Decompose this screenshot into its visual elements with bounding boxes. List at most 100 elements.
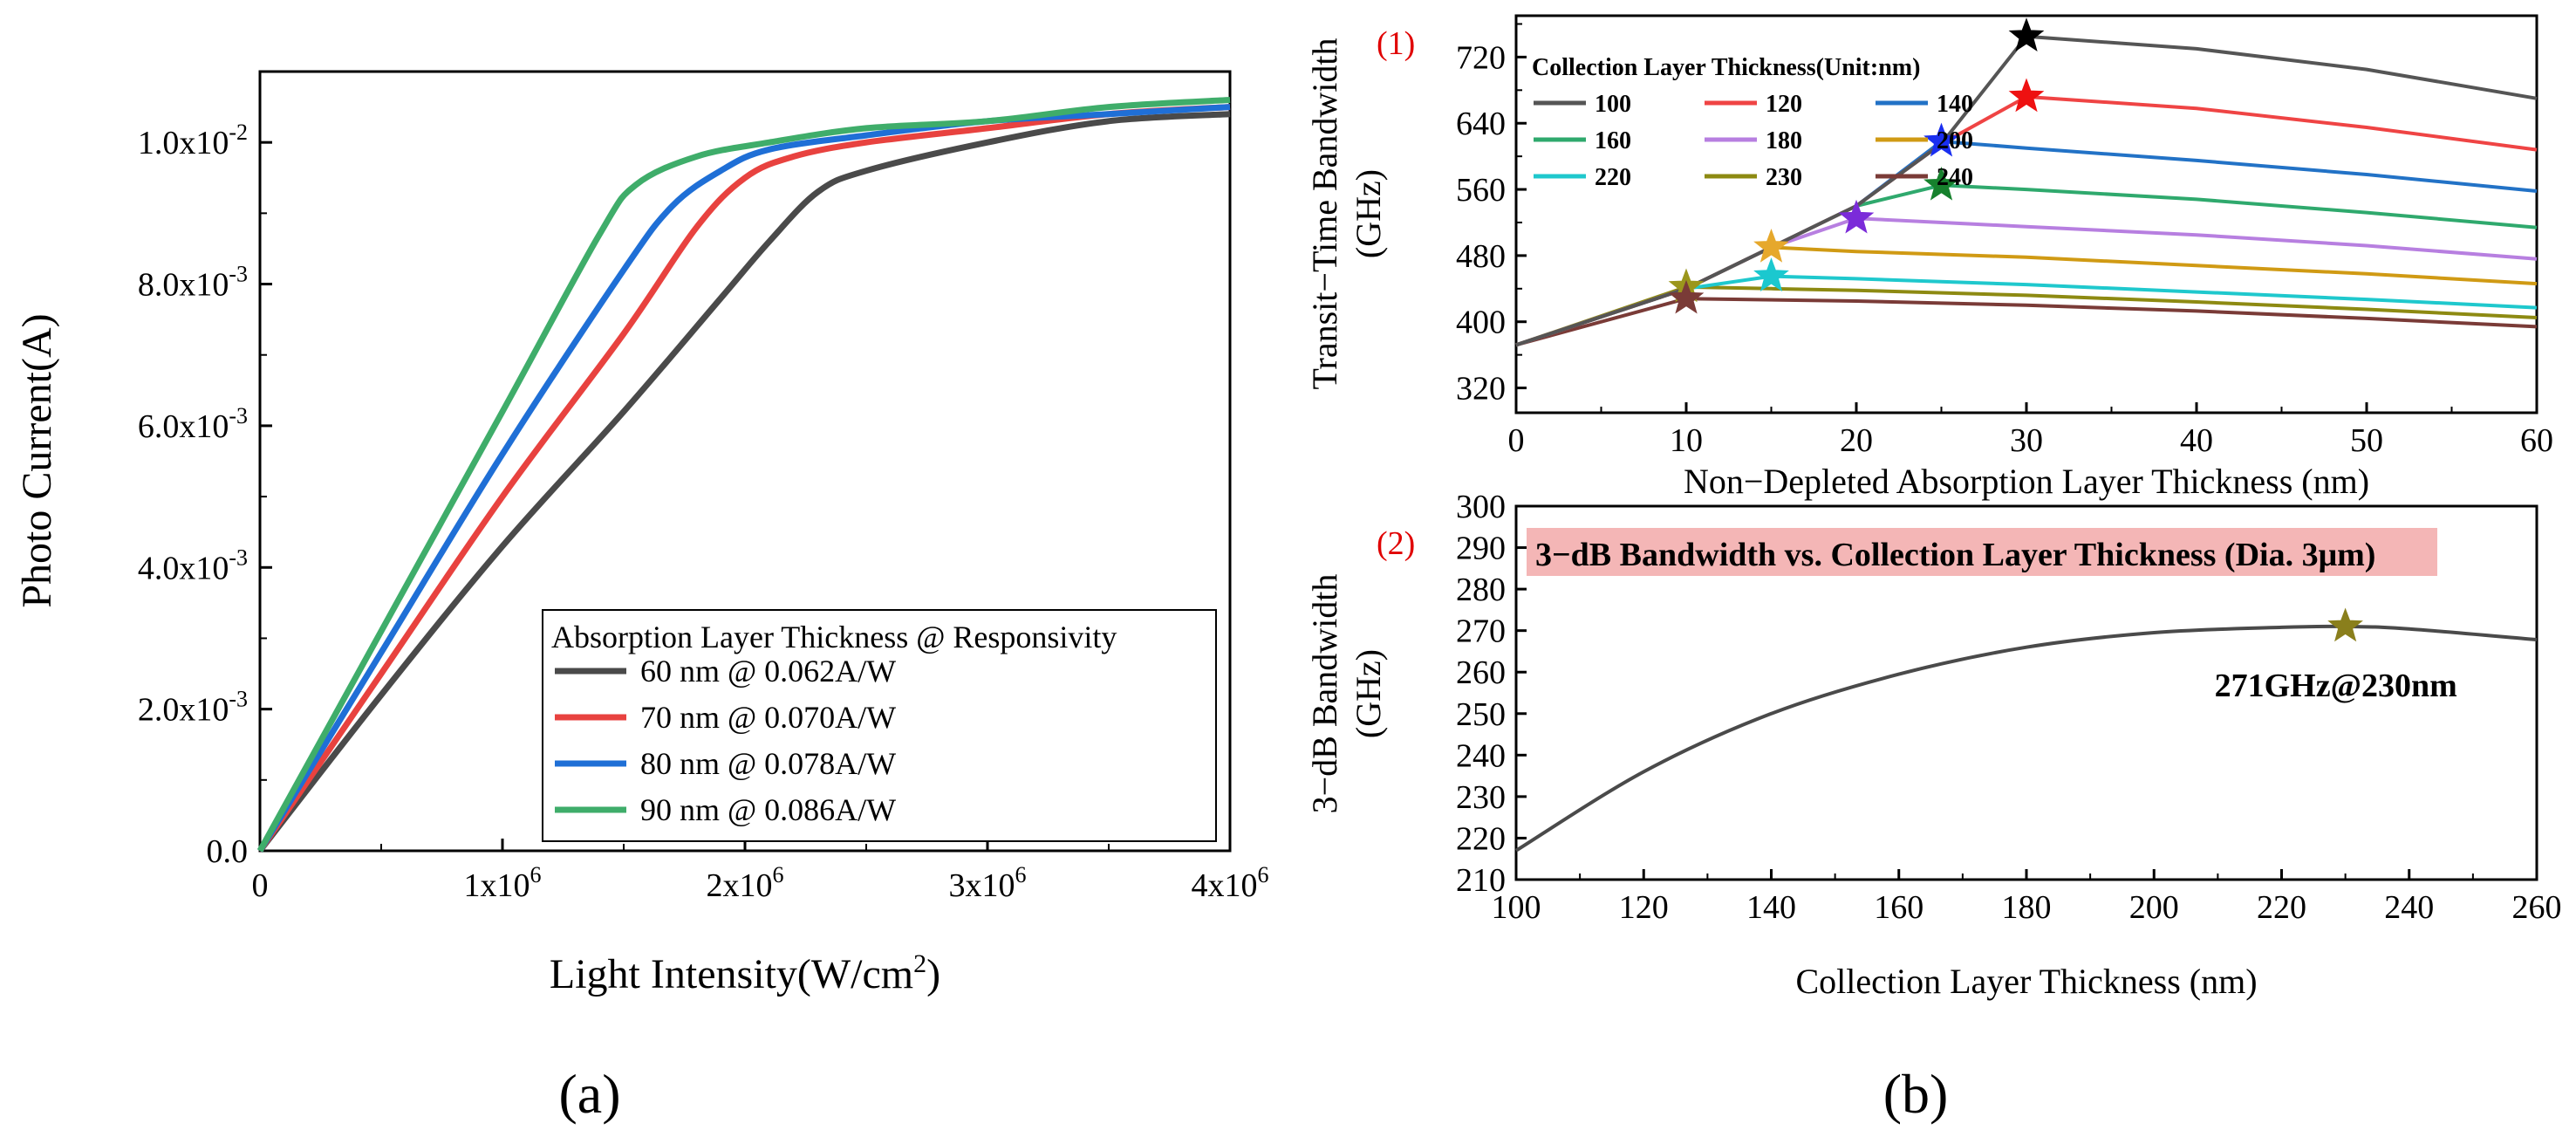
y-tick-label: 6.0x10-3 xyxy=(138,403,248,445)
x-tick-label: 20 xyxy=(1840,422,1873,459)
peak-annotation: 271GHz@230nm xyxy=(2215,668,2457,704)
peak-star xyxy=(2008,78,2045,113)
chart-b1-legend-items: 100 120 140 160 180 200 220 230 240 xyxy=(1534,91,1973,191)
y-tick-label: 480 xyxy=(1456,238,1506,275)
chart-b2-title: 3−dB Bandwidth vs. Collection Layer Thic… xyxy=(1535,537,2375,573)
y-tick-label: 280 xyxy=(1456,572,1506,608)
series-line xyxy=(1515,274,2538,347)
x-tick-label: 220 xyxy=(2257,889,2306,926)
x-tick-label: 140 xyxy=(1746,889,1796,926)
series-line xyxy=(1515,94,2538,347)
peak-star xyxy=(1838,199,1875,234)
y-tick-label: 560 xyxy=(1456,172,1506,209)
series-line xyxy=(1515,140,2538,347)
chart-a-legend-items: 60 nm @ 0.062A/W 70 nm @ 0.070A/W 80 nm @ … xyxy=(555,654,896,827)
series-line xyxy=(256,97,1231,853)
chart-b1-legend-title: Collection Layer Thickness(Unit:nm) xyxy=(1532,54,1920,81)
caption-b: (b) xyxy=(1883,1063,1949,1125)
y-tick-label: 260 xyxy=(1456,654,1506,691)
x-tick-label: 0 xyxy=(1508,422,1525,459)
legend-label: 60 nm @ 0.062A/W xyxy=(640,654,896,688)
legend-label: 180 xyxy=(1766,127,1802,154)
chart-b1-x-axis-label: Non−Depleted Absorption Layer Thickness … xyxy=(1684,462,2369,501)
series-line xyxy=(1514,624,2538,853)
y-tick-label: 290 xyxy=(1456,531,1506,567)
x-tick-label: 30 xyxy=(2010,422,2043,459)
peak-star xyxy=(1923,166,1959,201)
chart-a-ticks: 0 1x106 2x106 3x106 4x106 0.0 2.0x10-3 4.0x10-3… xyxy=(138,120,1269,904)
legend-label: 200 xyxy=(1937,127,1973,154)
peak-star xyxy=(1668,279,1705,314)
x-tick-label: 40 xyxy=(2180,422,2213,459)
chart-a-legend: Absorption Layer Thickness @ Responsivit… xyxy=(542,609,1217,842)
y-tick-label: 230 xyxy=(1456,779,1506,816)
y-tick-label: 210 xyxy=(1456,862,1506,899)
chart-b2-title-background xyxy=(1527,528,2437,576)
y-tick-label: 4.0x10-3 xyxy=(138,545,248,586)
x-tick-label: 10 xyxy=(1670,422,1703,459)
peak-star xyxy=(2008,17,2045,52)
chart-a-lines xyxy=(256,97,1231,853)
y-tick-label: 640 xyxy=(1456,106,1506,142)
x-tick-label: 260 xyxy=(2512,889,2562,926)
y-tick-label: 0.0 xyxy=(207,833,249,870)
legend-label: 90 nm @ 0.086A/W xyxy=(640,792,896,827)
chart-b1-y-axis-label-line2: (GHz) xyxy=(1349,169,1388,258)
peak-star xyxy=(2327,607,2363,642)
legend-label: 100 xyxy=(1595,91,1631,118)
y-tick-label: 270 xyxy=(1456,613,1506,650)
legend-label: 140 xyxy=(1937,91,1973,118)
x-tick-label: 1x106 xyxy=(464,862,542,904)
chart-b2-lines: 271GHz@230nm xyxy=(1514,607,2538,853)
x-tick-label: 200 xyxy=(2129,889,2179,926)
chart-b2: 100 120 140 160 180 200 220 240 260 210 220 230 240 2… xyxy=(1305,489,2562,1125)
x-tick-label: 120 xyxy=(1619,889,1669,926)
series-line xyxy=(1515,297,2538,347)
peak-star xyxy=(1923,122,1959,157)
legend-label: 240 xyxy=(1937,164,1973,191)
chart-a-legend-title: Absorption Layer Thickness @ Responsivit… xyxy=(551,620,1117,654)
chart-a-x-axis-label: Light Intensity(W/cm2) xyxy=(550,949,940,997)
y-tick-label: 400 xyxy=(1456,305,1506,341)
y-tick-label: 320 xyxy=(1456,371,1506,408)
series-line xyxy=(257,104,1231,853)
x-tick-label: 180 xyxy=(2002,889,2052,926)
y-tick-label: 220 xyxy=(1456,820,1506,857)
x-tick-label: 160 xyxy=(1874,889,1923,926)
y-tick-label: 240 xyxy=(1456,737,1506,774)
x-tick-label: 3x106 xyxy=(949,862,1027,904)
y-tick-label: 300 xyxy=(1456,489,1506,525)
legend-label: 70 nm @ 0.070A/W xyxy=(640,700,896,735)
y-tick-label: 720 xyxy=(1456,39,1506,76)
peak-star xyxy=(1753,257,1789,291)
chart-b1-stars xyxy=(1668,17,2045,314)
x-tick-label: 60 xyxy=(2520,422,2553,459)
chart-b2-x-axis-label: Collection Layer Thickness (nm) xyxy=(1795,962,2257,1001)
x-tick-label: 4x106 xyxy=(1192,862,1269,904)
legend-label: 120 xyxy=(1766,91,1802,118)
chart-a-y-axis-label: Photo Current(A) xyxy=(14,313,60,607)
chart-b1-y-axis-label-line1: Transit−Time Bandwidth xyxy=(1305,38,1344,389)
chart-b2-y-axis-label-line1: 3−dB Bandwidth xyxy=(1305,574,1344,814)
x-tick-label: 0 xyxy=(252,867,269,904)
legend-label: 220 xyxy=(1595,164,1631,191)
x-tick-label: 2x106 xyxy=(707,862,784,904)
caption-a: (a) xyxy=(558,1063,620,1125)
chart-b2-ticks: 100 120 140 160 180 200 220 240 260 210 220 230 240 2… xyxy=(1456,489,2562,926)
legend-label: 80 nm @ 0.078A/W xyxy=(640,746,896,781)
y-tick-label: 1.0x10-2 xyxy=(138,120,248,161)
x-tick-label: 100 xyxy=(1492,889,1541,926)
legend-label: 160 xyxy=(1595,127,1631,154)
chart-b1: 0 10 20 30 40 50 60 320 400 480 560 640 720 (1) Tran… xyxy=(1305,14,2553,501)
peak-star xyxy=(1753,228,1789,263)
chart-b1-ticks: 0 10 20 30 40 50 60 320 400 480 560 640 720 xyxy=(1456,23,2553,459)
chart-b1-legend: Collection Layer Thickness(Unit:nm) 100 1… xyxy=(1532,54,1973,191)
legend-label: 230 xyxy=(1766,164,1802,191)
series-line xyxy=(257,111,1231,853)
chart-b1-panel-number: (1) xyxy=(1377,25,1415,62)
y-tick-label: 8.0x10-3 xyxy=(138,262,248,304)
chart-b2-y-axis-label-line2: (GHz) xyxy=(1349,649,1388,738)
x-tick-label: 50 xyxy=(2350,422,2383,459)
x-tick-label: 240 xyxy=(2384,889,2434,926)
